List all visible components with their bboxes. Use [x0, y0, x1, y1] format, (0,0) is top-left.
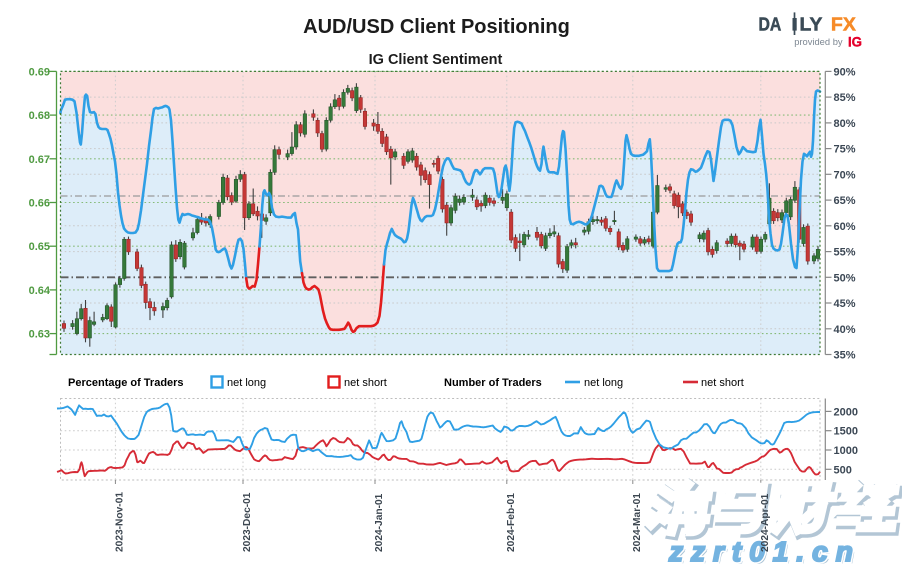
- svg-text:55%: 55%: [834, 247, 856, 259]
- svg-text:LY: LY: [800, 15, 823, 35]
- svg-text:0.67: 0.67: [29, 154, 50, 166]
- svg-text:2024-Feb-01: 2024-Feb-01: [506, 493, 517, 552]
- svg-text:zzrt01.cn: zzrt01.cn: [668, 536, 861, 567]
- svg-text:net long: net long: [584, 377, 623, 389]
- svg-text:FX: FX: [831, 15, 856, 35]
- svg-text:75%: 75%: [834, 144, 856, 156]
- svg-text:500: 500: [834, 464, 852, 476]
- svg-text:0.65: 0.65: [29, 241, 50, 253]
- svg-text:net long: net long: [227, 377, 266, 389]
- svg-text:IG: IG: [848, 33, 862, 49]
- svg-text:AUD/USD Client Positioning: AUD/USD Client Positioning: [303, 16, 570, 38]
- svg-text:70%: 70%: [834, 169, 856, 181]
- svg-text:35%: 35%: [834, 350, 856, 362]
- svg-text:0.64: 0.64: [29, 285, 51, 297]
- svg-text:1000: 1000: [834, 445, 858, 457]
- svg-text:50%: 50%: [834, 272, 856, 284]
- svg-text:net short: net short: [701, 377, 744, 389]
- svg-text:Number of Traders: Number of Traders: [444, 377, 542, 389]
- svg-text:90%: 90%: [834, 66, 856, 78]
- svg-text:2024-Jan-01: 2024-Jan-01: [374, 493, 385, 552]
- svg-text:65%: 65%: [834, 195, 856, 207]
- svg-text:2000: 2000: [834, 406, 858, 418]
- svg-text:net short: net short: [344, 377, 387, 389]
- svg-text:80%: 80%: [834, 118, 856, 130]
- svg-text:40%: 40%: [834, 324, 856, 336]
- svg-text:0.69: 0.69: [29, 66, 50, 78]
- svg-text:45%: 45%: [834, 298, 856, 310]
- svg-text:Percentage of Traders: Percentage of Traders: [68, 377, 184, 389]
- svg-text:zzrt01.cn: zzrt01.cn: [668, 536, 861, 567]
- svg-text:0.66: 0.66: [29, 198, 50, 210]
- svg-text:2023-Dec-01: 2023-Dec-01: [242, 492, 253, 552]
- svg-text:85%: 85%: [834, 92, 856, 104]
- svg-text:DA: DA: [759, 15, 782, 35]
- svg-text:zzrt01.cn: zzrt01.cn: [671, 539, 864, 567]
- svg-text:0.63: 0.63: [29, 329, 50, 341]
- svg-text:2023-Nov-01: 2023-Nov-01: [114, 492, 125, 552]
- svg-text:60%: 60%: [834, 221, 856, 233]
- svg-text:0.68: 0.68: [29, 110, 50, 122]
- svg-text:1500: 1500: [834, 426, 858, 438]
- svg-text:provided by: provided by: [794, 37, 843, 48]
- svg-text:IG Client Sentiment: IG Client Sentiment: [369, 52, 503, 68]
- svg-text:2024-Apr-01: 2024-Apr-01: [760, 493, 771, 552]
- svg-text:2024-Mar-01: 2024-Mar-01: [632, 493, 643, 552]
